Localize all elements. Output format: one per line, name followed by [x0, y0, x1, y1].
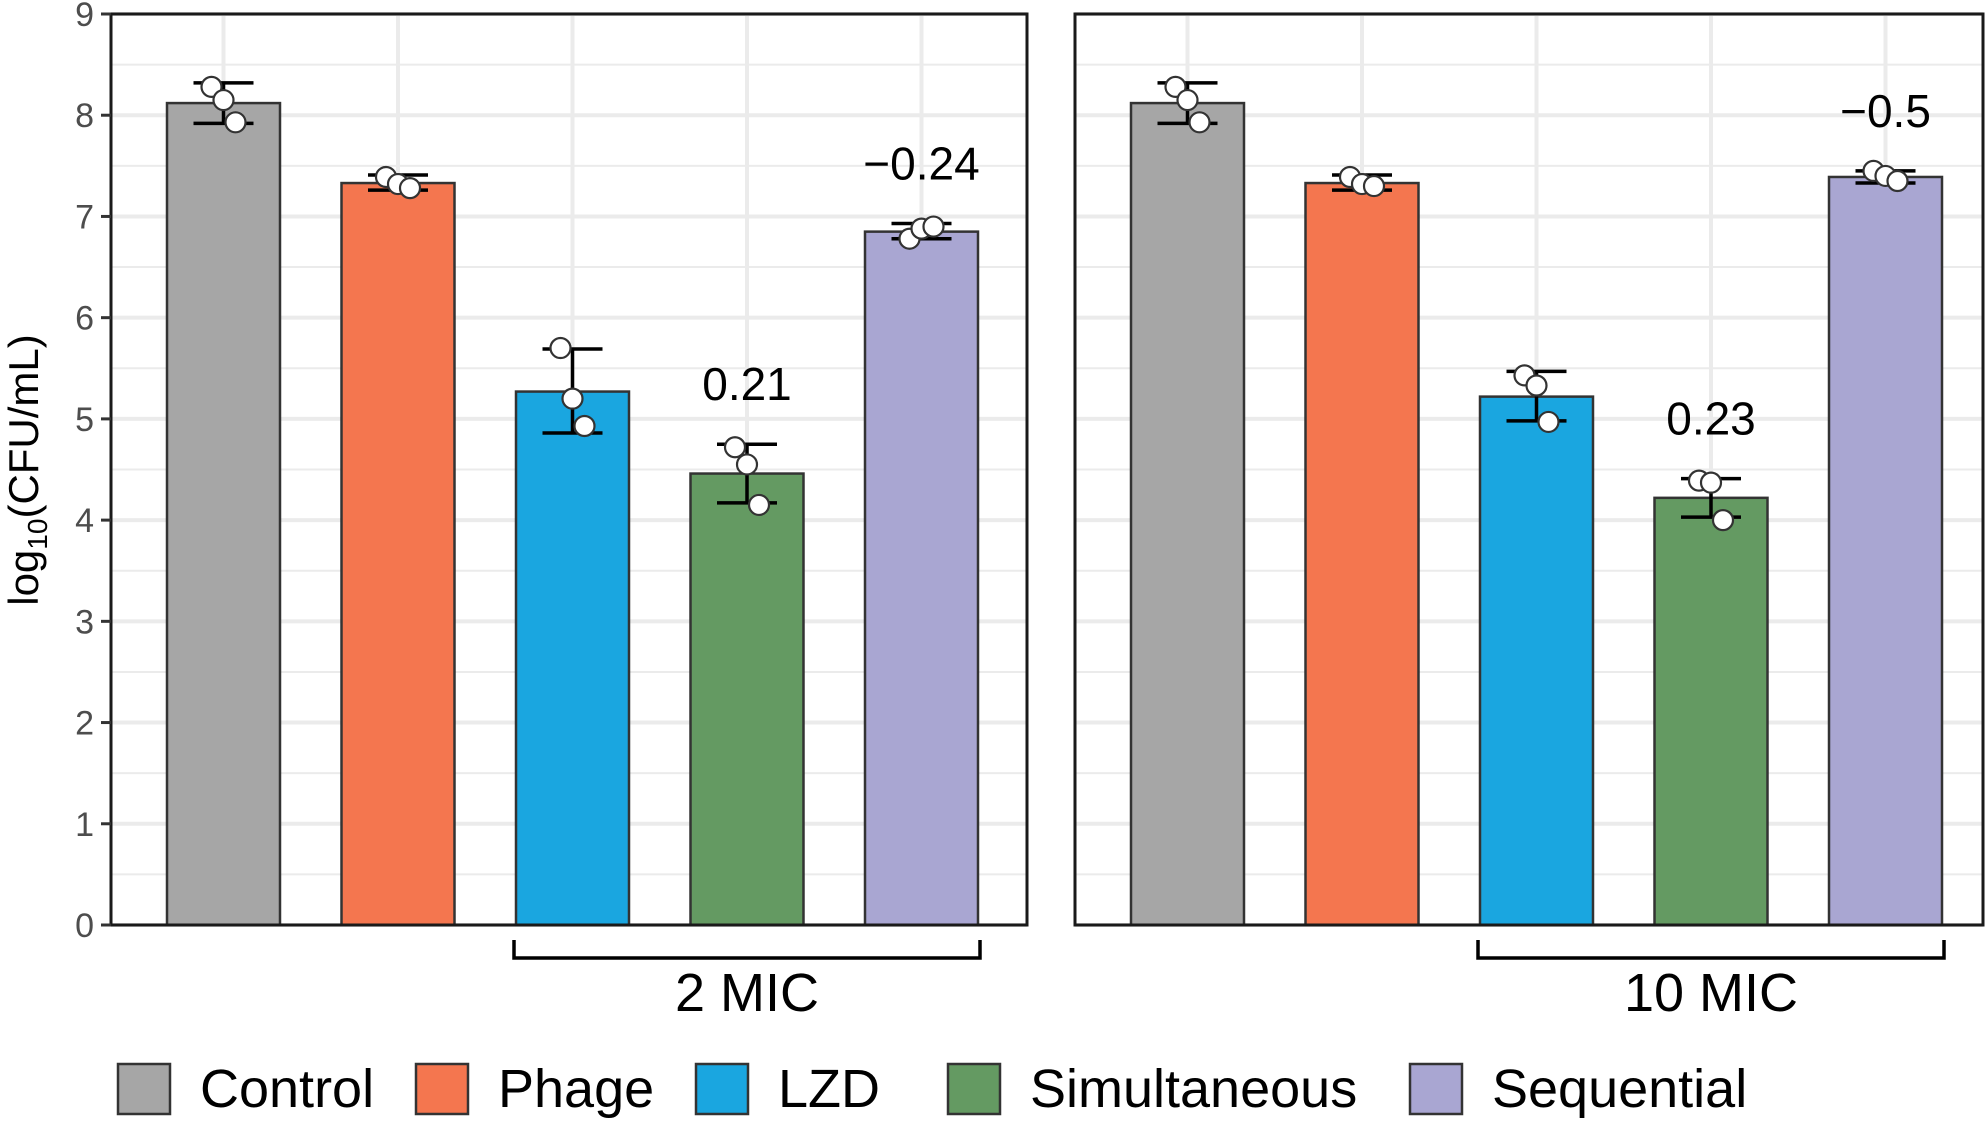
legend-swatch-phage: [414, 1062, 470, 1116]
legend: Control Phage LZD Simultaneous Sequential: [116, 1059, 1747, 1119]
annotation-simultaneous-2-mic: 0.21: [702, 358, 792, 410]
legend-label-lzd: LZD: [778, 1059, 880, 1119]
group-bracket-10-mic: [1476, 940, 1946, 960]
y-tick-label: 0: [75, 907, 94, 945]
data-point-lzd-2-mic: [549, 336, 572, 360]
data-point-control-2-mic: [224, 111, 247, 134]
data-point-lzd-10-mic: [1537, 410, 1560, 434]
data-point-lzd-2-mic: [561, 387, 584, 410]
legend-swatch-simultaneous: [946, 1062, 1002, 1116]
data-point-lzd-10-mic: [1525, 374, 1548, 397]
group-label-2-mic: 2 MIC: [675, 963, 819, 1023]
bar-lzd-10-mic: [1478, 395, 1595, 927]
y-axis-label-subscript: 10: [22, 519, 53, 550]
bars-layer: [165, 101, 1944, 927]
group-bracket-2-mic: [512, 940, 982, 960]
y-tick-label: 1: [75, 806, 94, 844]
data-point-simultaneous-10-mic: [1711, 509, 1735, 532]
annotation-sequential-10-mic: −0.5: [1840, 85, 1931, 137]
y-tick-label: 7: [75, 198, 94, 236]
y-tick-label: 2: [75, 705, 94, 743]
legend-swatch-control: [116, 1062, 172, 1116]
data-point-control-10-mic: [1176, 88, 1199, 112]
data-point-sequential-2-mic: [922, 215, 945, 238]
legend-swatch-lzd: [694, 1062, 750, 1116]
bar-control-2-mic: [165, 101, 282, 927]
data-point-phage-10-mic: [1362, 174, 1386, 198]
panel-border-10-mic: [1073, 12, 1985, 927]
annotation-sequential-2-mic: −0.24: [863, 138, 979, 190]
y-tick-label: 9: [75, 0, 94, 34]
annotations-layer: 0.21 −0.24 0.23 −0.5: [702, 85, 1931, 445]
legend-label-simultaneous: Simultaneous: [1030, 1059, 1357, 1119]
bar-sequential-2-mic: [863, 230, 980, 927]
bar-lzd-2-mic: [514, 390, 631, 927]
legend-label-phage: Phage: [498, 1059, 654, 1119]
y-axis-label-suffix: (CFU/mL): [0, 334, 47, 518]
bar-sequential-10-mic: [1827, 175, 1944, 927]
data-point-sequential-10-mic: [1886, 169, 1909, 193]
data-point-simultaneous-10-mic: [1699, 471, 1723, 494]
bar-phage-10-mic: [1304, 181, 1420, 927]
data-point-simultaneous-2-mic: [747, 493, 771, 517]
bar-simultaneous-10-mic: [1653, 496, 1769, 927]
legend-swatch-sequential: [1408, 1062, 1464, 1116]
data-point-lzd-2-mic: [573, 414, 596, 438]
group-brackets-layer: 2 MIC 10 MIC: [512, 940, 1946, 1023]
y-axis-label: log10(CFU/mL): [0, 334, 53, 606]
data-point-phage-2-mic: [398, 177, 422, 200]
data-point-control-2-mic: [212, 88, 235, 112]
y-axis-label-prefix: log: [0, 550, 47, 606]
panel-frames-layer: [109, 12, 1985, 927]
legend-label-control: Control: [200, 1059, 374, 1119]
annotation-simultaneous-10-mic: 0.23: [1666, 393, 1756, 445]
group-label-10-mic: 10 MIC: [1624, 963, 1798, 1023]
data-point-control-10-mic: [1188, 111, 1211, 134]
bar-phage-2-mic: [340, 181, 456, 927]
bar-control-10-mic: [1129, 101, 1246, 927]
y-tick-label: 4: [75, 502, 94, 540]
points-layer: [200, 75, 1909, 532]
y-tick-label: 5: [75, 401, 94, 439]
y-tick-label: 8: [75, 97, 94, 135]
legend-label-sequential: Sequential: [1492, 1059, 1747, 1119]
y-axis-layer: 0 1 2 3 4 5 6 7 8 9 log10(CFU/mL): [0, 0, 111, 945]
panel-border-2-mic: [109, 12, 1029, 927]
y-tick-label: 6: [75, 300, 94, 338]
data-point-simultaneous-2-mic: [723, 436, 747, 459]
data-point-simultaneous-2-mic: [735, 453, 759, 476]
y-tick-label: 3: [75, 603, 94, 641]
bar-simultaneous-2-mic: [689, 472, 805, 927]
